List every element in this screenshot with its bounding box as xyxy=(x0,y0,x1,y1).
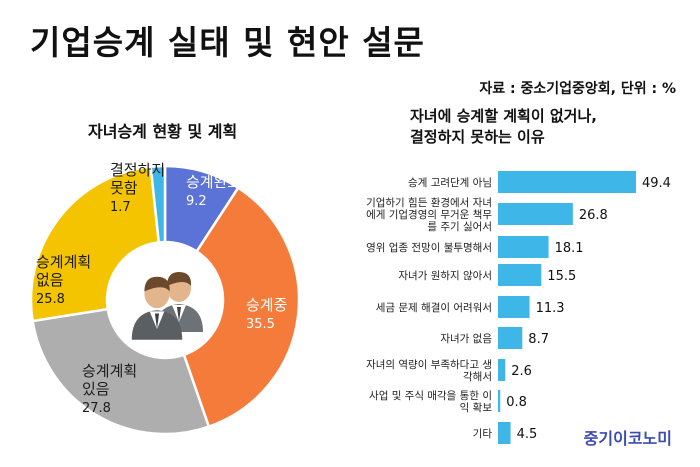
donut-slice xyxy=(31,307,211,436)
slice-value: 9.2 xyxy=(186,194,207,209)
donut-chart-title: 자녀승계 현황 및 계획 xyxy=(88,122,238,141)
bar-category-label: 영위 업종 전망이 불투명해서 xyxy=(366,241,492,254)
bar-value: 49.4 xyxy=(642,176,671,191)
bar-category-label: 자녀가 없음 xyxy=(440,332,492,345)
bar-category-label: 자녀의 역량이 부족하다고 생 각해서 xyxy=(366,358,492,383)
donut-chart: 승계완료 9.2 승계중 35.5 승계계획 있음 27.8 승계계획 없음 25.8 결정하지 못함… xyxy=(29,161,301,436)
bar xyxy=(498,236,549,258)
bar-category-label: 세금 문제 해결이 어려워서 xyxy=(376,301,492,314)
donut-slice xyxy=(149,164,167,244)
bar-category-label: 승계 고려단계 아님 xyxy=(408,177,492,189)
donut-slice xyxy=(29,165,161,323)
slice-label: 승계계획 있음 xyxy=(82,362,137,398)
slice-label: 승계완료 xyxy=(186,173,241,191)
bar-value: 2.6 xyxy=(511,364,532,379)
bar-chart-title-line-2: 결정하지 못하는 이유 xyxy=(410,128,545,146)
bar xyxy=(498,359,506,381)
bar-category-label: 기타 xyxy=(473,428,493,440)
bar xyxy=(498,296,530,318)
slice-label: 승계계획 없음 xyxy=(36,253,91,289)
bar-value: 15.5 xyxy=(547,269,576,284)
bar xyxy=(498,390,501,412)
page-title: 기업승계 실태 및 현안 설문 xyxy=(30,23,425,62)
bar-category-label: 자녀가 원하지 않아서 xyxy=(398,269,492,282)
bar xyxy=(498,203,573,225)
businessmen-icon xyxy=(131,272,203,340)
bar-value: 0.8 xyxy=(506,395,527,410)
bar-chart: 49.4 승계 고려단계 아님 26.8 기업하기 힘든 환경에서 자녀 에게 기업경영… xyxy=(366,171,671,444)
donut-slice xyxy=(182,186,301,429)
bar-value: 11.3 xyxy=(536,301,565,316)
bar-value: 26.8 xyxy=(579,208,608,223)
bar-value: 4.5 xyxy=(517,427,538,442)
slice-label: 승계중 xyxy=(246,296,287,314)
slice-value: 35.5 xyxy=(246,317,275,332)
bar xyxy=(498,327,523,349)
slice-label: 결정하지 못함 xyxy=(110,161,165,197)
slice-value: 27.8 xyxy=(82,401,111,416)
brand-logo-text: 중기이코노미 xyxy=(583,429,672,448)
slice-value: 25.8 xyxy=(36,292,65,307)
bar xyxy=(498,264,542,286)
slice-value: 1.7 xyxy=(110,200,131,215)
bar-category-label: 기업하기 힘든 환경에서 자녀 에게 기업경영의 무거운 책무 를 주기 싫어서 xyxy=(366,196,492,233)
bar xyxy=(498,422,511,444)
bar-chart-title-line-1: 자녀에 승계할 계획이 없거나, xyxy=(410,107,597,125)
bar-chart-title: 자녀에 승계할 계획이 없거나, 결정하지 못하는 이유 xyxy=(410,106,597,148)
bar-value: 8.7 xyxy=(528,332,549,347)
source-note: 자료 : 중소기업중앙회, 단위 : % xyxy=(479,81,676,97)
bar xyxy=(498,171,636,193)
bar-value: 18.1 xyxy=(555,241,584,256)
